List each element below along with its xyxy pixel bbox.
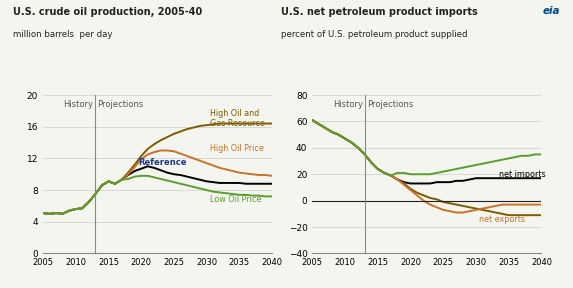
Text: Low Oil Price: Low Oil Price [210, 195, 261, 204]
Text: Reference: Reference [138, 158, 186, 167]
Text: History: History [333, 100, 363, 109]
Text: U.S. net petroleum product imports: U.S. net petroleum product imports [281, 7, 477, 17]
Text: Projections: Projections [367, 100, 413, 109]
Text: High Oil and
Gas Resource: High Oil and Gas Resource [210, 109, 265, 128]
Text: percent of U.S. petroleum product supplied: percent of U.S. petroleum product suppli… [281, 30, 467, 39]
Text: U.S. crude oil production, 2005-40: U.S. crude oil production, 2005-40 [13, 7, 202, 17]
Text: History: History [64, 100, 93, 109]
Text: net exports: net exports [479, 215, 525, 223]
Text: net imports: net imports [499, 170, 545, 179]
Text: High Oil Price: High Oil Price [210, 144, 264, 154]
Text: eia: eia [543, 6, 560, 16]
Text: million barrels  per day: million barrels per day [13, 30, 112, 39]
Text: Projections: Projections [97, 100, 144, 109]
